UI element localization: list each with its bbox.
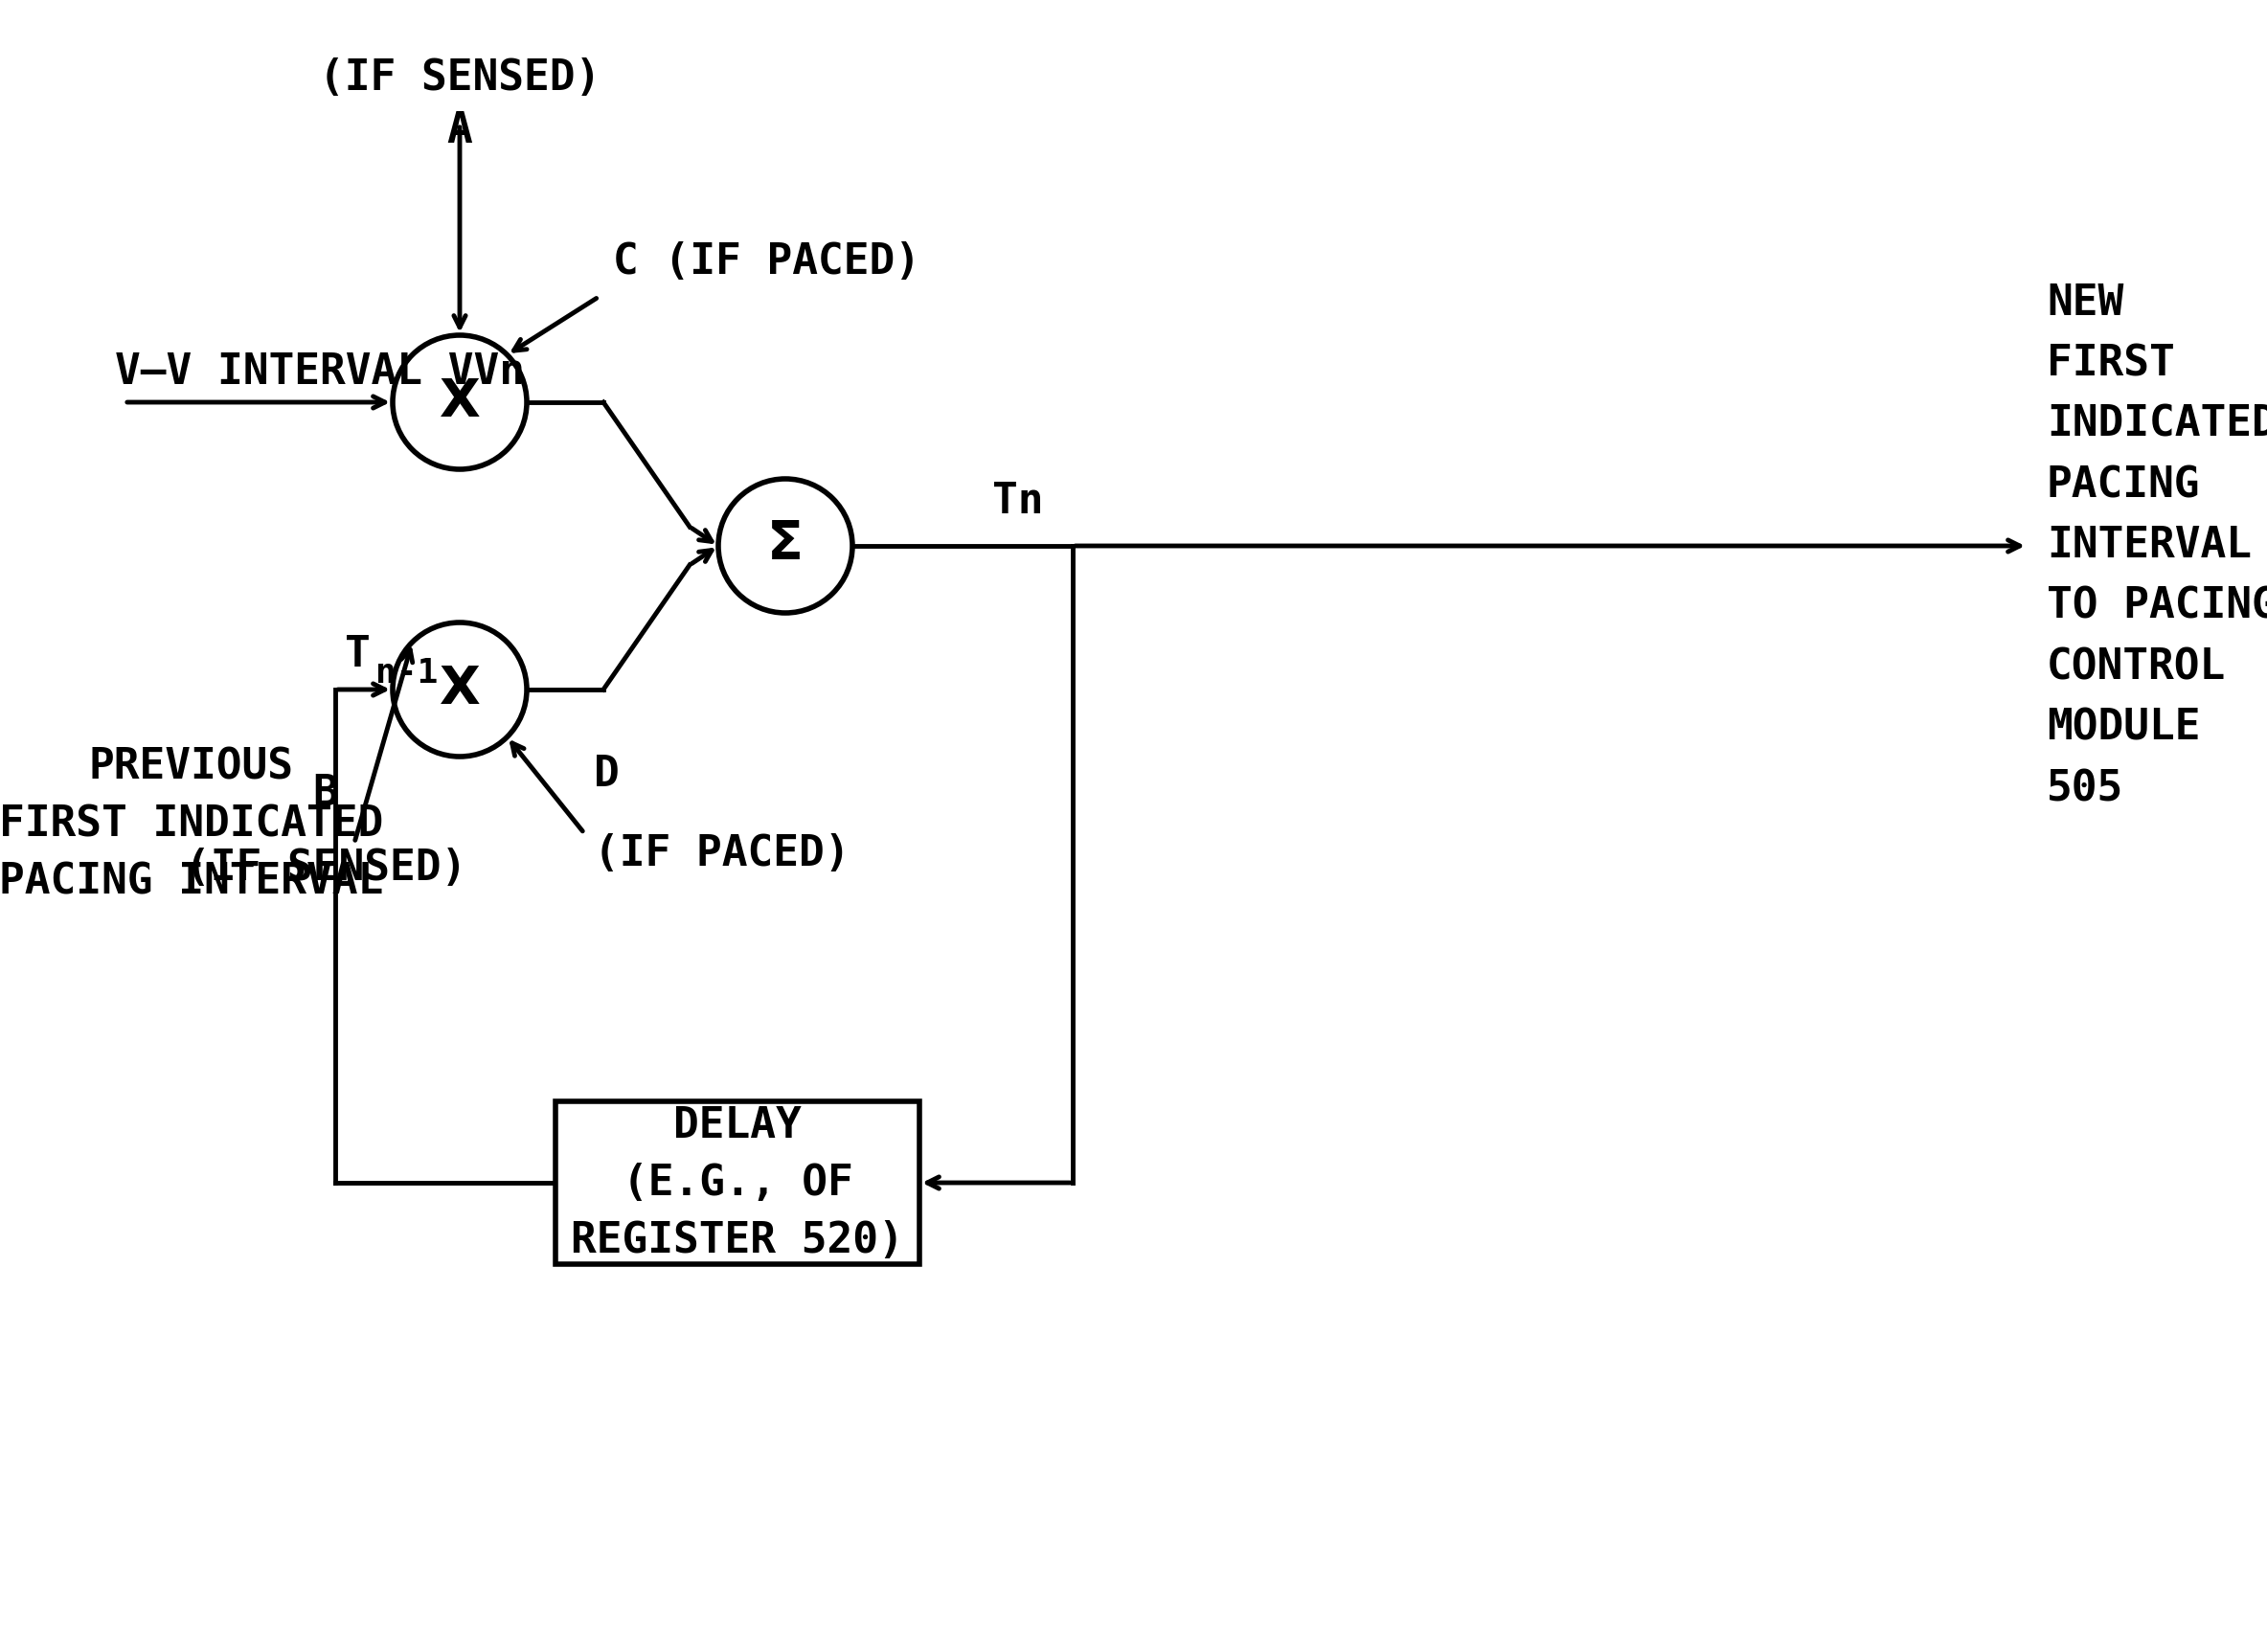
Text: V–V INTERVAL VVn: V–V INTERVAL VVn — [116, 352, 526, 393]
Text: NEW
FIRST
INDICATED
PACING
INTERVAL
TO PACING
CONTROL
MODULE
505: NEW FIRST INDICATED PACING INTERVAL TO P… — [2047, 282, 2267, 809]
Text: C (IF PACED): C (IF PACED) — [612, 241, 920, 282]
Text: PREVIOUS
FIRST INDICATED
PACING INTERVAL: PREVIOUS FIRST INDICATED PACING INTERVAL — [0, 747, 383, 904]
Text: n-1: n-1 — [376, 657, 438, 689]
Text: DELAY
(E.G., OF
REGISTER 520): DELAY (E.G., OF REGISTER 520) — [571, 1105, 905, 1260]
Text: X: X — [440, 377, 481, 428]
Text: A: A — [447, 111, 472, 152]
Text: T: T — [345, 634, 370, 676]
Text: (IF PACED): (IF PACED) — [594, 833, 850, 874]
Text: (IF SENSED): (IF SENSED) — [320, 58, 601, 99]
Text: Tn: Tn — [993, 481, 1043, 522]
Text: Σ: Σ — [766, 520, 803, 572]
Text: X: X — [440, 664, 481, 715]
Text: B: B — [313, 773, 338, 814]
Text: D: D — [594, 753, 619, 795]
Bar — [555, 1102, 920, 1264]
Text: (IF SENSED): (IF SENSED) — [184, 847, 467, 889]
